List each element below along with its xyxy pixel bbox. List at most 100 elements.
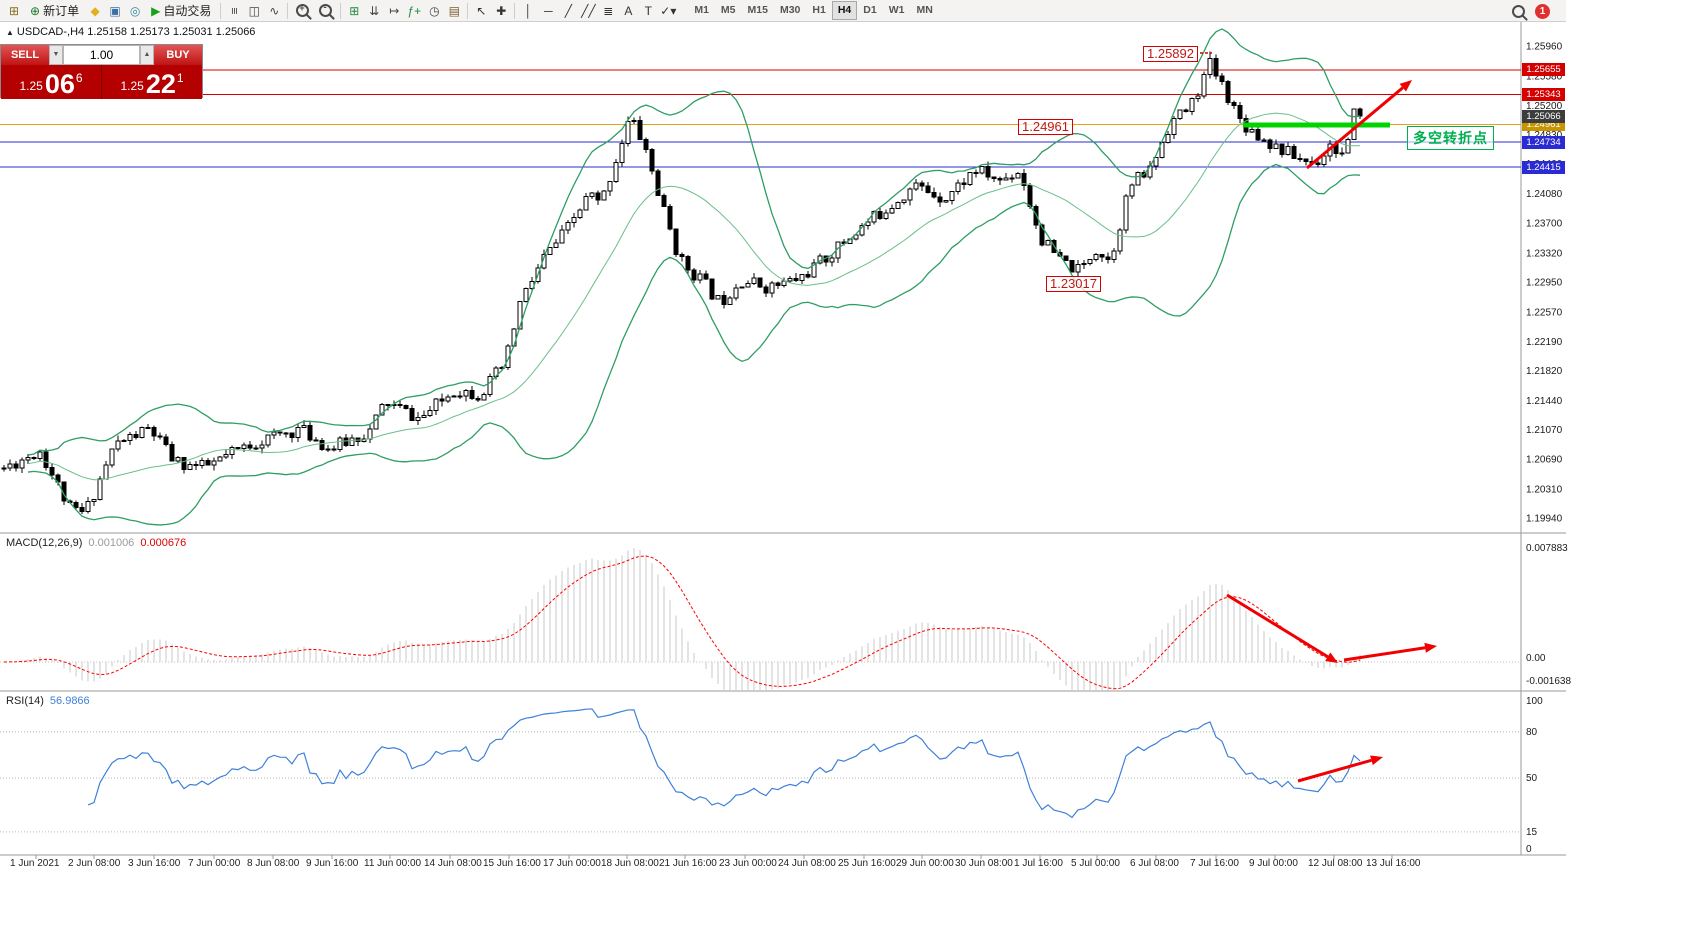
- axis-label: -0.001638: [1526, 676, 1571, 687]
- axis-label: 1.25580: [1526, 71, 1563, 82]
- trend-arrow: [1297, 758, 1372, 783]
- chart-shift-icon: ↦: [389, 3, 400, 18]
- cursor-icon[interactable]: ↖: [471, 2, 491, 20]
- volume-input[interactable]: [63, 45, 140, 65]
- trend-arrow-head: [1399, 80, 1412, 92]
- axis-label: 15 Jun 16:00: [483, 858, 541, 869]
- axis-label: 21 Jun 16:00: [659, 858, 717, 869]
- indicators-icon: ƒ+: [407, 3, 422, 18]
- line-chart-icon[interactable]: ∿: [264, 2, 284, 20]
- templates-icon[interactable]: ▤: [444, 2, 464, 20]
- trade-panel-controls: SELL ▼ ▲ BUY: [1, 45, 202, 65]
- trendline-icon[interactable]: ╱: [558, 2, 578, 20]
- axis-label: 1.21440: [1526, 396, 1563, 407]
- bid-big-digits: 06: [44, 69, 75, 99]
- auto-scroll-icon[interactable]: ⇊: [364, 2, 384, 20]
- trend-arrow: [1343, 646, 1426, 662]
- periods-icon[interactable]: ◷: [424, 2, 444, 20]
- bid-pip-digit: 6: [75, 71, 83, 85]
- notification-badge[interactable]: 1: [1535, 3, 1550, 19]
- axis-label: 5 Jul 00:00: [1071, 858, 1120, 869]
- tile-windows-icon: ⊞: [349, 3, 360, 18]
- ask-prefix: 1.25: [120, 79, 144, 93]
- trend-arrow-head: [1370, 755, 1383, 766]
- zoom-out-icon[interactable]: [319, 2, 333, 17]
- buy-button[interactable]: BUY: [154, 45, 202, 65]
- axis-label: 13 Jul 16:00: [1366, 858, 1421, 869]
- timeframe-d1[interactable]: D1: [863, 4, 877, 16]
- channel-icon: ╱╱: [581, 3, 596, 18]
- rsi-line: [87, 708, 1361, 819]
- zoom-in-icon[interactable]: [296, 3, 310, 17]
- axis-label: 1.24080: [1526, 189, 1563, 200]
- axis-label: 1.25960: [1526, 42, 1563, 53]
- new-chart-icon[interactable]: ⊞: [4, 2, 24, 20]
- crosshair-icon[interactable]: ✚: [491, 2, 511, 20]
- autotrade-button[interactable]: ▶ 自动交易: [145, 1, 217, 21]
- axis-label: 15: [1526, 827, 1538, 838]
- text-icon[interactable]: A: [618, 2, 638, 20]
- chart-list-icon: ▣: [109, 3, 121, 18]
- timeframe-w1[interactable]: W1: [888, 4, 905, 16]
- chart-shift-icon[interactable]: ↦: [384, 2, 404, 20]
- axis-label: 1.21820: [1526, 366, 1563, 377]
- toolbar-separator: [287, 2, 289, 19]
- autotrade-button: ▶: [151, 3, 161, 18]
- label-icon[interactable]: T: [638, 2, 658, 20]
- chart-list-icon[interactable]: ▣: [105, 2, 125, 20]
- vertical-line-icon[interactable]: │: [518, 2, 538, 20]
- timeframe-h4[interactable]: H4: [831, 1, 858, 20]
- axis-label: 0.007883: [1526, 543, 1568, 554]
- search-icon[interactable]: [1512, 4, 1525, 18]
- axis-label: 14 Jun 08:00: [424, 858, 482, 869]
- timeframe-mn[interactable]: MN: [916, 4, 933, 16]
- timeframe-h1[interactable]: H1: [812, 4, 826, 16]
- metaeditor-icon[interactable]: ◆: [85, 2, 105, 20]
- timeframe-m5[interactable]: M5: [720, 4, 736, 16]
- axis-label: 1.24460: [1526, 159, 1563, 170]
- indicators-icon[interactable]: ƒ+: [404, 2, 424, 20]
- arrows-tool-icon[interactable]: ✓▾: [658, 2, 678, 20]
- axis-label: 9 Jun 16:00: [306, 858, 359, 869]
- ask-pip-digit: 1: [176, 71, 184, 85]
- axis-label: 17 Jun 00:00: [543, 858, 601, 869]
- line-chart-icon: ∿: [269, 3, 280, 18]
- bars-chart-icon[interactable]: ≡: [224, 2, 244, 20]
- axis-label: 1.23700: [1526, 219, 1563, 230]
- new-order-button[interactable]: ⊕ 新订单: [24, 1, 85, 21]
- bid-prefix: 1.25: [19, 79, 43, 93]
- channel-icon[interactable]: ╱╱: [578, 2, 598, 20]
- axis-label: 1.20310: [1526, 484, 1563, 495]
- timeframe-group: M1 M5 M15 M30 H1 H4 D1 W1 MN: [688, 1, 938, 20]
- periods-icon: ◷: [429, 3, 440, 18]
- horizontal-line-icon: ─: [544, 3, 553, 18]
- timeframe-m1[interactable]: M1: [694, 4, 709, 16]
- ask-price[interactable]: 1.25 22 1: [102, 65, 202, 99]
- toolbar: ⊞⊕新订单◆▣◎▶自动交易≡◫∿⊞⇊↦ƒ+◷▤↖✚│─╱╱╱≣AT✓▾M1M5M…: [0, 0, 1566, 22]
- axis-label: 1.22570: [1526, 307, 1563, 318]
- timeframe-m30[interactable]: M30: [779, 4, 801, 16]
- toolbar-separator: [220, 2, 222, 19]
- fibonacci-icon[interactable]: ≣: [598, 2, 618, 20]
- candlestick-chart-icon: ◫: [248, 3, 260, 18]
- axis-label: 7 Jul 16:00: [1190, 858, 1239, 869]
- bollinger-bands: [27, 28, 1361, 526]
- horizontal-line-icon[interactable]: ─: [538, 2, 558, 20]
- macd-panel: [0, 548, 1521, 690]
- volume-decrease-button[interactable]: ▼: [49, 45, 63, 65]
- axis-label: 8 Jun 08:00: [247, 858, 300, 869]
- timeframe-m15[interactable]: M15: [747, 4, 768, 16]
- candlestick-chart-icon[interactable]: ◫: [244, 2, 264, 20]
- community-icon: ◎: [129, 3, 141, 18]
- trend-arrow-head: [1424, 642, 1437, 653]
- axis-label: 30 Jun 08:00: [955, 858, 1013, 869]
- metaeditor-icon: ◆: [90, 3, 100, 18]
- community-icon[interactable]: ◎: [125, 2, 145, 20]
- bid-price[interactable]: 1.25 06 6: [1, 65, 102, 99]
- volume-increase-button[interactable]: ▲: [140, 45, 154, 65]
- tile-windows-icon[interactable]: ⊞: [344, 2, 364, 20]
- sell-button[interactable]: SELL: [1, 45, 49, 65]
- fibonacci-icon: ≣: [603, 3, 614, 18]
